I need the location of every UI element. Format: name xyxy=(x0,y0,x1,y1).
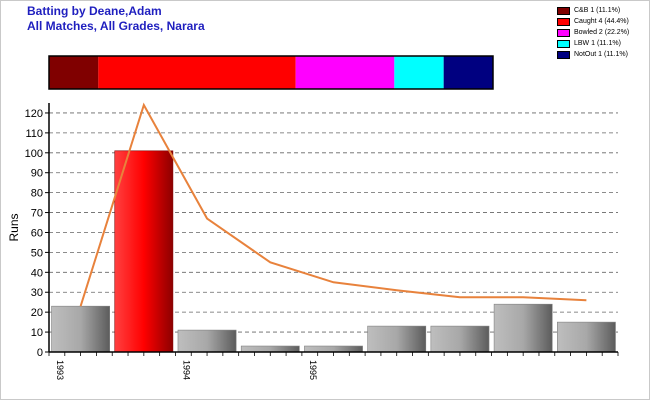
bar xyxy=(240,345,300,353)
legend-swatch xyxy=(557,6,570,15)
dismissal-segment xyxy=(295,56,395,89)
legend-item: Bowled 2 (22.2%) xyxy=(557,27,629,38)
dismissal-strip-border xyxy=(48,55,494,90)
x-tick-label: 1993 xyxy=(55,360,65,380)
legend-swatch xyxy=(557,28,570,37)
legend-item: LBW 1 (11.1%) xyxy=(557,38,629,49)
y-axis-label: Runs xyxy=(7,213,21,241)
bar xyxy=(493,303,553,353)
y-tick-label: 110 xyxy=(25,128,43,140)
y-tick-label: 40 xyxy=(31,267,43,279)
x-tick-label: 1994 xyxy=(182,360,192,380)
legend-label: NotOut 1 (11.1%) xyxy=(574,51,628,58)
dismissal-segment xyxy=(49,56,99,89)
legend-swatch xyxy=(557,17,570,26)
x-tick-label: 1995 xyxy=(308,360,318,380)
y-tick-label: 60 xyxy=(31,227,43,239)
title-line-2: All Matches, All Grades, Narara xyxy=(27,19,205,33)
legend-item: Caught 4 (44.4%) xyxy=(557,16,629,27)
y-tick-label: 10 xyxy=(31,327,43,339)
chart-title: Batting by Deane,Adam All Matches, All G… xyxy=(27,4,205,34)
bar xyxy=(177,329,237,353)
dismissal-segment xyxy=(98,56,296,89)
title-line-1: Batting by Deane,Adam xyxy=(27,4,162,18)
legend: C&B 1 (11.1%) Caught 4 (44.4%) Bowled 2 (2… xyxy=(557,5,629,60)
y-tick-label: 70 xyxy=(31,208,43,220)
bar xyxy=(367,325,427,353)
legend-label: C&B 1 (11.1%) xyxy=(574,7,621,14)
y-tick-label: 100 xyxy=(25,148,43,160)
legend-swatch xyxy=(557,39,570,48)
y-tick-label: 80 xyxy=(31,188,43,200)
dismissal-segment xyxy=(443,56,493,89)
legend-item: NotOut 1 (11.1%) xyxy=(557,49,629,60)
legend-item: C&B 1 (11.1%) xyxy=(557,5,629,16)
legend-label: Bowled 2 (22.2%) xyxy=(574,29,630,36)
legend-label: LBW 1 (11.1%) xyxy=(574,40,621,47)
average-line xyxy=(79,102,587,307)
y-tick-label: 0 xyxy=(37,347,43,359)
legend-swatch xyxy=(557,50,570,59)
y-tick-label: 50 xyxy=(31,247,43,259)
bar xyxy=(557,321,616,353)
legend-label: Caught 4 (44.4%) xyxy=(574,18,629,25)
y-tick-label: 30 xyxy=(31,287,43,299)
y-tick-label: 20 xyxy=(31,307,43,319)
y-tick-label: 120 xyxy=(25,108,43,120)
bar xyxy=(114,150,174,353)
bar xyxy=(304,345,363,353)
bar xyxy=(430,325,490,353)
bar xyxy=(51,305,110,353)
y-tick-label: 90 xyxy=(31,168,43,180)
dismissal-segment xyxy=(394,56,444,89)
